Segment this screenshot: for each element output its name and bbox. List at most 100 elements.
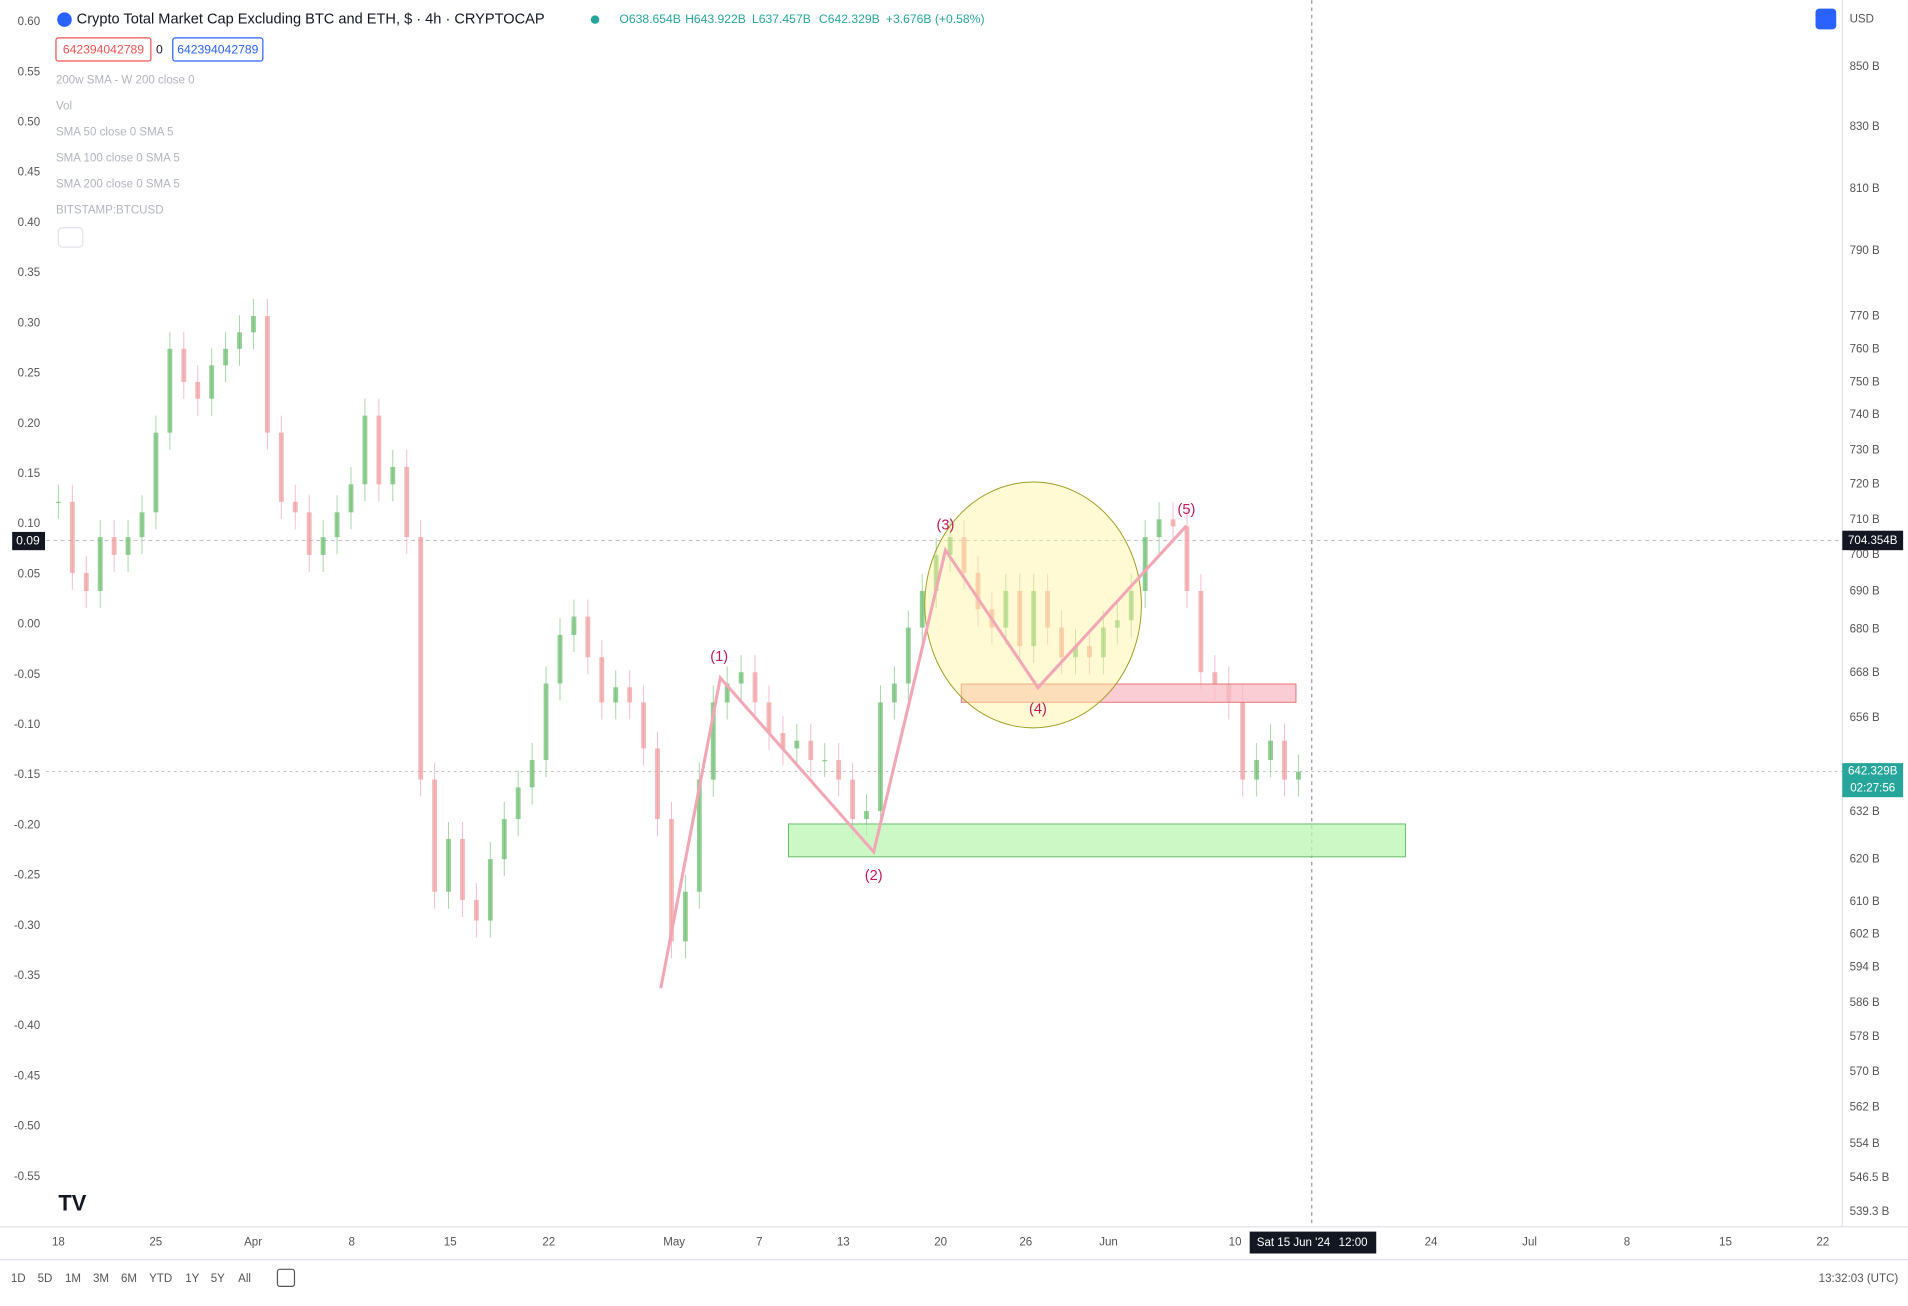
candle xyxy=(655,748,660,820)
currency[interactable]: USD xyxy=(1850,14,1874,26)
ohlc-value: C642.329B xyxy=(819,12,880,26)
time-tick-label: May xyxy=(663,1237,685,1249)
input-value[interactable]: 0 xyxy=(156,42,163,56)
range-button[interactable]: 1D xyxy=(11,1273,26,1285)
candle xyxy=(752,672,758,703)
right-tick-label: 562 B xyxy=(1850,1102,1880,1114)
right-tick-label: 710 B xyxy=(1850,514,1880,526)
candle xyxy=(473,899,479,921)
logo: TV xyxy=(58,1191,86,1216)
left-tick-label: 0.05 xyxy=(18,568,40,580)
left-tick-label: 0.55 xyxy=(18,66,40,78)
left-tick-label: -0.45 xyxy=(14,1070,40,1082)
range-button[interactable]: 6M xyxy=(121,1273,137,1285)
ohlc-value: +3.676B (+0.58%) xyxy=(886,12,985,26)
candle xyxy=(320,537,326,555)
clock: 13:32:03 (UTC) xyxy=(1819,1273,1899,1285)
candle xyxy=(1017,590,1023,647)
range-button[interactable]: 5D xyxy=(38,1273,53,1285)
candle xyxy=(334,512,340,538)
left-tick-label: 0.50 xyxy=(18,117,40,129)
time-tick-label: 25 xyxy=(149,1237,162,1249)
time-tick-label: Jul xyxy=(1522,1237,1537,1249)
candle xyxy=(153,432,159,513)
candle xyxy=(905,627,911,684)
right-tick-label: 554 B xyxy=(1850,1138,1880,1150)
right-tick-label: 680 B xyxy=(1850,623,1880,635)
left-tick-label: 0.35 xyxy=(18,267,40,279)
wave-label: (4) xyxy=(1029,701,1047,717)
candle xyxy=(836,760,842,780)
date-range-icon[interactable] xyxy=(276,1268,296,1287)
left-tick-label: -0.05 xyxy=(14,669,40,681)
wave-label: (5) xyxy=(1177,502,1195,518)
right-tick-label: 750 B xyxy=(1850,376,1880,388)
candle xyxy=(1114,620,1120,628)
candle xyxy=(543,683,549,761)
candle xyxy=(529,760,535,788)
right-tick-label: 700 B xyxy=(1850,549,1880,561)
input-box[interactable] xyxy=(172,37,264,62)
candle xyxy=(181,348,187,382)
candle xyxy=(1254,760,1260,780)
candle xyxy=(724,683,730,703)
candle xyxy=(891,683,897,703)
time-tick-label: 22 xyxy=(1816,1237,1829,1249)
range-button[interactable]: 5Y xyxy=(211,1273,225,1285)
symbol-title: Crypto Total Market Cap Excluding BTC an… xyxy=(77,11,545,27)
candle xyxy=(237,332,242,349)
candle xyxy=(1170,519,1176,527)
candle xyxy=(878,702,883,812)
indicator-label: Vol xyxy=(56,101,72,113)
candle xyxy=(376,415,382,485)
candle xyxy=(418,537,424,780)
right-tick-label: 620 B xyxy=(1850,853,1880,865)
input-box[interactable] xyxy=(55,37,152,62)
settings-icon[interactable] xyxy=(1815,8,1837,30)
right-tick-label: 586 B xyxy=(1850,997,1880,1009)
candles xyxy=(55,298,1301,959)
candle xyxy=(961,537,967,573)
right-tick-label: 790 B xyxy=(1850,245,1880,257)
candle xyxy=(933,554,939,591)
range-button[interactable]: 1M xyxy=(65,1273,81,1285)
range-button[interactable]: YTD xyxy=(149,1273,172,1285)
candle xyxy=(487,859,493,921)
candle xyxy=(139,512,145,538)
time-tick-label: 15 xyxy=(1719,1237,1732,1249)
left-tick-label: 0.10 xyxy=(18,518,40,530)
input-value[interactable]: 642394042789 xyxy=(63,42,144,56)
candle xyxy=(696,779,702,892)
right-tick-label: 690 B xyxy=(1850,586,1880,598)
time-tick-label: 20 xyxy=(934,1237,947,1249)
candle xyxy=(766,702,772,733)
range-button[interactable]: 1Y xyxy=(185,1273,199,1285)
collapse-button[interactable] xyxy=(57,227,84,248)
time-tick-label: 22 xyxy=(542,1237,555,1249)
candle xyxy=(557,634,563,684)
range-button[interactable]: All xyxy=(238,1273,251,1285)
right-tick-label: 656 B xyxy=(1850,712,1880,724)
left-crosshair-label: 0.09 xyxy=(16,533,40,547)
candle xyxy=(69,501,75,573)
candle xyxy=(1282,740,1287,780)
candle xyxy=(278,432,284,502)
candle xyxy=(710,702,716,780)
input-value[interactable]: 642394042789 xyxy=(177,42,258,56)
candle xyxy=(1128,590,1134,621)
candle xyxy=(808,740,814,761)
candle xyxy=(501,819,507,860)
candle xyxy=(1240,702,1246,780)
candle xyxy=(599,657,605,703)
time-tick-label: Apr xyxy=(244,1237,262,1249)
candle xyxy=(362,415,368,485)
time-tick-label: 26 xyxy=(1019,1237,1032,1249)
right-tick-label: 610 B xyxy=(1850,896,1880,908)
range-button[interactable]: 3M xyxy=(93,1273,109,1285)
highlight-circle xyxy=(924,481,1142,729)
right-tick-label: 730 B xyxy=(1850,444,1880,456)
ohlc-value: L637.457B xyxy=(752,12,811,26)
time-tick-label: 8 xyxy=(1624,1237,1630,1249)
